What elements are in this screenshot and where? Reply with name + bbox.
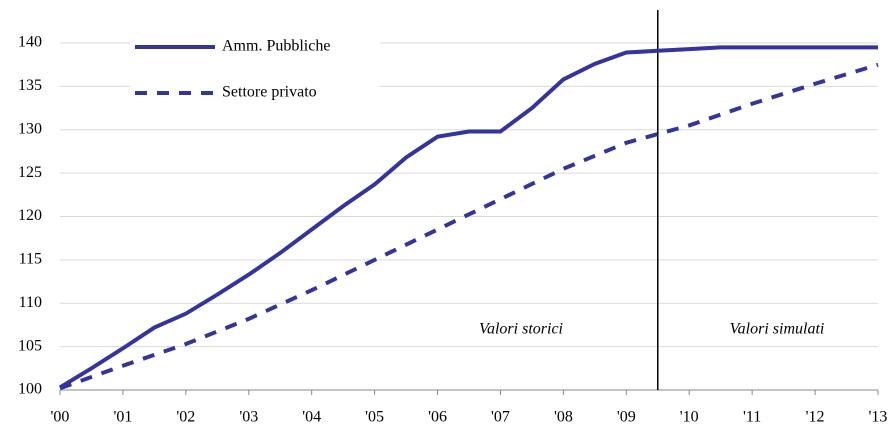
x-tick-label: '03 [239, 409, 258, 426]
x-tick-label: '02 [176, 409, 195, 426]
x-tick-label: '04 [302, 409, 321, 426]
y-tick-label: 105 [18, 337, 42, 354]
x-tick-label: '01 [113, 409, 132, 426]
y-tick-label: 130 [18, 120, 42, 137]
y-tick-label: 135 [18, 77, 42, 94]
x-tick-label: '07 [491, 409, 510, 426]
legend-label: Amm. Pubbliche [222, 38, 330, 55]
series-line [58, 45, 878, 390]
x-tick-label: '08 [554, 409, 573, 426]
y-tick-label: 110 [19, 294, 42, 311]
y-tick-label: 140 [18, 34, 42, 51]
annotation: Valori simulati [730, 321, 825, 338]
x-tick-label: '06 [428, 409, 447, 426]
y-tick-label: 125 [18, 164, 42, 181]
y-tick-label: 120 [18, 207, 42, 224]
x-tick-label: '05 [365, 409, 384, 426]
annotation: Valori storici [479, 321, 563, 338]
x-tick-label: '09 [617, 409, 636, 426]
x-tick-label: '00 [51, 409, 70, 426]
legend-bg [130, 80, 380, 106]
annotation-bg [697, 318, 857, 342]
x-tick-label: '10 [680, 409, 699, 426]
y-tick-label: 115 [19, 251, 42, 268]
x-tick-label: '11 [743, 409, 761, 426]
y-tick-label: 100 [18, 381, 42, 398]
x-tick-label: '13 [869, 409, 888, 426]
legend-label: Settore privato [222, 84, 317, 101]
series-line [59, 62, 879, 391]
annotation-bg [436, 318, 606, 342]
x-tick-label: '12 [806, 409, 825, 426]
